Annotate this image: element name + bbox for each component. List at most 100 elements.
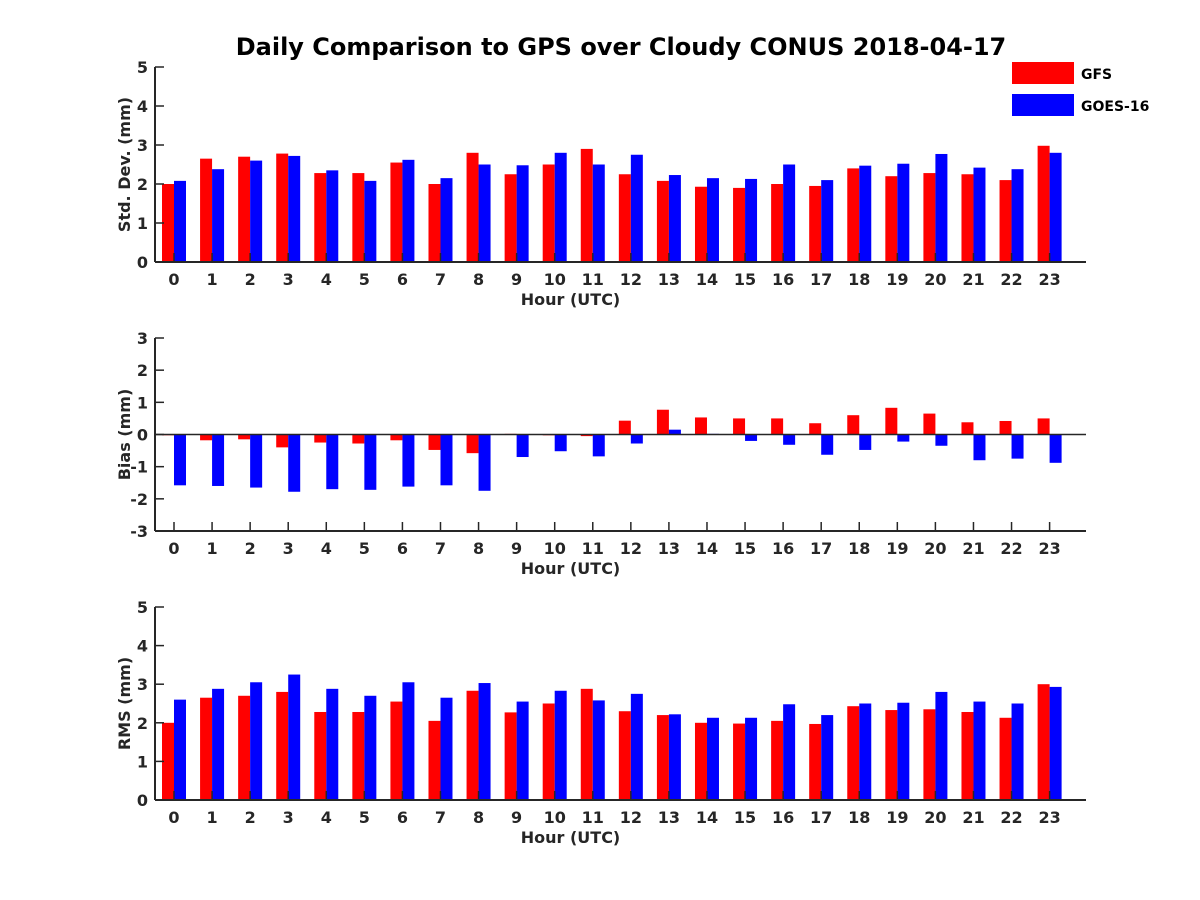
x-tick-label: 10 xyxy=(544,808,566,827)
bar-goes-16-hour-22 xyxy=(1011,703,1024,800)
bar-goes-16-hour-21 xyxy=(973,701,986,800)
x-tick-label: 16 xyxy=(772,539,794,558)
bar-goes-16-hour-4 xyxy=(326,170,339,262)
bar-goes-16-hour-23 xyxy=(1049,686,1062,800)
bar-goes-16-hour-13 xyxy=(668,714,681,800)
bar-gfs-hour-11 xyxy=(580,434,593,437)
bar-goes-16-hour-18 xyxy=(859,434,872,450)
bar-goes-16-hour-3 xyxy=(288,155,301,262)
y-axis-label: Bias (mm) xyxy=(115,389,134,481)
bar-gfs-hour-14 xyxy=(694,722,707,800)
bar-goes-16-hour-14 xyxy=(706,717,719,800)
bar-goes-16-hour-15 xyxy=(745,717,758,800)
bar-gfs-hour-16 xyxy=(771,720,784,800)
bar-gfs-hour-9 xyxy=(504,174,517,262)
bar-gfs-hour-6 xyxy=(390,162,403,262)
x-tick-label: 10 xyxy=(544,539,566,558)
bar-goes-16-hour-9 xyxy=(516,434,529,458)
legend-swatch-goes-16 xyxy=(1012,94,1074,116)
bar-gfs-hour-2 xyxy=(238,434,251,440)
bar-gfs-hour-13 xyxy=(656,180,669,262)
bar-goes-16-hour-11 xyxy=(592,164,605,262)
bar-gfs-hour-14 xyxy=(694,186,707,262)
x-tick-label: 12 xyxy=(620,270,642,289)
bar-gfs-hour-22 xyxy=(999,420,1012,435)
bar-goes-16-hour-9 xyxy=(516,701,529,800)
x-tick-label: 3 xyxy=(283,270,294,289)
x-tick-label: 21 xyxy=(962,539,984,558)
bar-goes-16-hour-22 xyxy=(1011,169,1024,262)
bar-gfs-hour-8 xyxy=(466,434,479,454)
bar-gfs-hour-19 xyxy=(885,710,898,800)
bar-goes-16-hour-15 xyxy=(745,178,758,262)
bar-gfs-hour-22 xyxy=(999,180,1012,262)
x-tick-label: 19 xyxy=(886,539,908,558)
bar-goes-16-hour-12 xyxy=(630,693,643,800)
bar-gfs-hour-7 xyxy=(428,720,441,800)
bar-goes-16-hour-2 xyxy=(250,160,263,262)
chart-title: Daily Comparison to GPS over Cloudy CONU… xyxy=(236,33,1007,61)
x-tick-label: 4 xyxy=(321,808,332,827)
bar-gfs-hour-15 xyxy=(733,723,746,800)
x-tick-label: 13 xyxy=(658,808,680,827)
bar-gfs-hour-15 xyxy=(733,418,746,435)
bar-goes-16-hour-6 xyxy=(402,682,415,800)
x-tick-label: 18 xyxy=(848,270,870,289)
y-axis-label: Std. Dev. (mm) xyxy=(115,97,134,232)
bar-goes-16-hour-0 xyxy=(174,699,186,800)
y-tick-label: 3 xyxy=(137,329,148,348)
bar-gfs-hour-11 xyxy=(580,148,593,262)
x-tick-label: 12 xyxy=(620,539,642,558)
y-tick-label: 1 xyxy=(137,214,148,233)
y-tick-label: 4 xyxy=(137,637,148,656)
bar-goes-16-hour-7 xyxy=(440,434,453,486)
bar-goes-16-hour-19 xyxy=(897,434,910,442)
bar-goes-16-hour-7 xyxy=(440,178,453,262)
bar-gfs-hour-21 xyxy=(961,174,974,262)
bar-goes-16-hour-18 xyxy=(859,703,872,800)
x-tick-label: 19 xyxy=(886,270,908,289)
bar-goes-16-hour-0 xyxy=(174,180,186,262)
bar-gfs-hour-17 xyxy=(809,185,822,262)
bar-gfs-hour-22 xyxy=(999,717,1012,800)
x-tick-label: 16 xyxy=(772,808,794,827)
bar-goes-16-hour-6 xyxy=(402,434,415,487)
x-tick-label: 1 xyxy=(206,270,217,289)
bar-gfs-hour-10 xyxy=(542,703,555,800)
x-tick-label: 20 xyxy=(924,270,946,289)
y-tick-label: 1 xyxy=(137,393,148,412)
bar-gfs-hour-12 xyxy=(618,420,631,435)
bar-gfs-hour-16 xyxy=(771,184,784,262)
x-tick-label: 0 xyxy=(168,539,179,558)
bar-gfs-hour-13 xyxy=(656,409,669,435)
bar-gfs-hour-23 xyxy=(1037,145,1050,262)
bar-gfs-hour-14 xyxy=(694,417,707,435)
x-tick-label: 8 xyxy=(473,539,484,558)
bar-gfs-hour-1 xyxy=(200,434,213,441)
bar-gfs-hour-5 xyxy=(352,173,365,262)
x-tick-label: 11 xyxy=(582,808,604,827)
bar-goes-16-hour-1 xyxy=(212,434,225,486)
x-tick-label: 8 xyxy=(473,270,484,289)
bar-gfs-hour-21 xyxy=(961,422,974,435)
bar-goes-16-hour-9 xyxy=(516,165,529,262)
bar-gfs-hour-17 xyxy=(809,423,822,435)
x-tick-label: 7 xyxy=(435,808,446,827)
bar-goes-16-hour-14 xyxy=(706,178,719,262)
x-tick-label: 7 xyxy=(435,270,446,289)
y-tick-label: 2 xyxy=(137,361,148,380)
x-tick-label: 21 xyxy=(962,270,984,289)
bar-goes-16-hour-5 xyxy=(364,434,377,490)
bar-goes-16-hour-8 xyxy=(478,164,491,262)
x-tick-label: 21 xyxy=(962,808,984,827)
bar-goes-16-hour-20 xyxy=(935,434,948,446)
x-tick-label: 14 xyxy=(696,270,718,289)
bar-gfs-hour-19 xyxy=(885,407,898,435)
bar-gfs-hour-0 xyxy=(162,722,174,800)
bar-goes-16-hour-23 xyxy=(1049,152,1062,262)
bar-gfs-hour-8 xyxy=(466,690,479,800)
y-axis-label: RMS (mm) xyxy=(115,657,134,750)
bar-goes-16-hour-5 xyxy=(364,695,377,800)
